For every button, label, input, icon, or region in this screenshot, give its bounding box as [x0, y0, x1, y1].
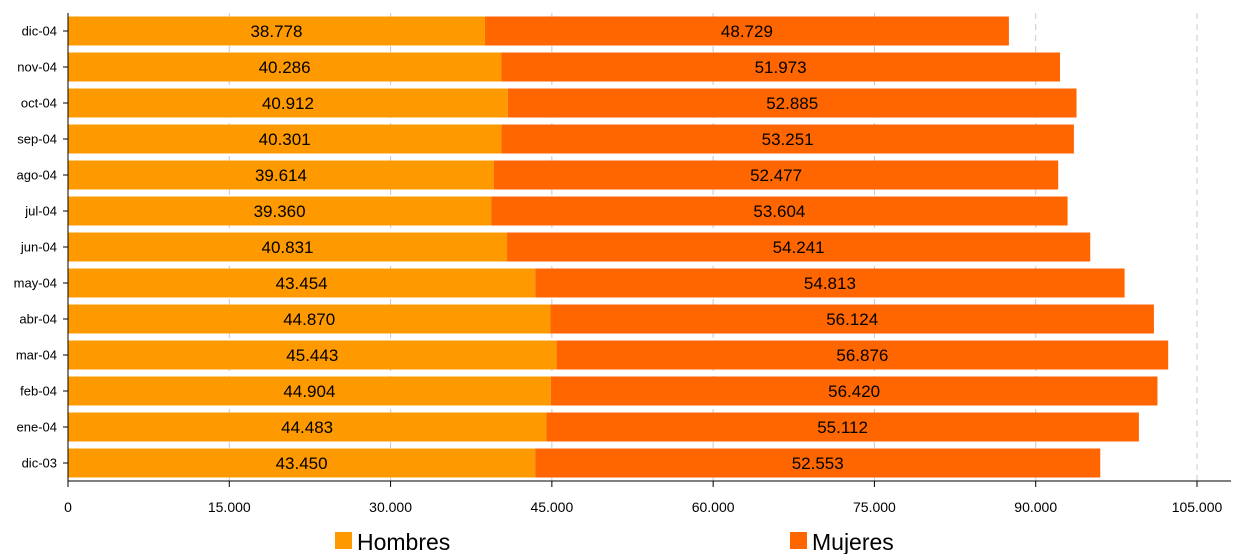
category-label: nov-04: [17, 60, 57, 75]
bar-hombres-dic-04: [68, 16, 485, 46]
bar-mujeres-oct-04: [507, 88, 1077, 118]
data-label: 38.778: [250, 22, 302, 41]
bar-hombres-oct-04: [68, 88, 508, 118]
bar-hombres-jun-04: [68, 232, 508, 262]
data-label: 40.912: [262, 94, 314, 113]
data-label: 40.301: [259, 130, 311, 149]
bar-mujeres-ago-04: [493, 160, 1059, 190]
data-label: 52.885: [766, 94, 818, 113]
data-label: 43.450: [276, 454, 328, 473]
bar-mujeres-nov-04: [501, 52, 1061, 82]
x-tick-label: 45.000: [530, 499, 573, 515]
legend-swatch-mujeres: [790, 532, 807, 549]
bar-hombres-ago-04: [68, 160, 494, 190]
bar-mujeres-abr-04: [550, 304, 1154, 334]
bar-mujeres-jun-04: [507, 232, 1091, 262]
x-tick-label: 15.000: [208, 499, 251, 515]
category-label: oct-04: [21, 96, 57, 111]
data-label: 54.241: [773, 238, 825, 257]
legend-label-mujeres: Mujeres: [812, 529, 894, 554]
x-tick-label: 90.000: [1014, 499, 1057, 515]
bar-hombres-jul-04: [68, 196, 492, 226]
data-label: 52.477: [750, 166, 802, 185]
data-label: 39.614: [255, 166, 307, 185]
bar-mujeres-sep-04: [501, 124, 1074, 154]
data-label: 44.870: [283, 310, 335, 329]
data-label: 40.831: [262, 238, 314, 257]
bar-hombres-feb-04: [68, 376, 551, 406]
data-label: 44.483: [281, 418, 333, 437]
bar-hombres-dic-03: [68, 448, 536, 478]
data-label: 55.112: [817, 418, 868, 437]
category-label: ago-04: [17, 168, 57, 183]
x-tick-label: 60.000: [692, 499, 735, 515]
category-label: dic-04: [22, 24, 57, 39]
x-tick-label: 75.000: [853, 499, 896, 515]
bar-mujeres-may-04: [535, 268, 1125, 298]
data-label: 39.360: [254, 202, 306, 221]
data-label: 56.420: [828, 382, 880, 401]
bar-hombres-abr-04: [68, 304, 551, 334]
data-label: 52.553: [792, 454, 844, 473]
category-label: sep-04: [17, 132, 57, 147]
bar-mujeres-feb-04: [550, 376, 1158, 406]
legend-swatch-hombres: [335, 532, 352, 549]
data-label: 45.443: [286, 346, 338, 365]
bar-mujeres-ene-04: [546, 412, 1139, 442]
data-label: 54.813: [804, 274, 856, 293]
category-label: jun-04: [20, 240, 57, 255]
bar-mujeres-jul-04: [491, 196, 1068, 226]
data-label: 51.973: [755, 58, 807, 77]
category-label: abr-04: [19, 312, 57, 327]
category-label: mar-04: [16, 348, 57, 363]
data-label: 43.454: [276, 274, 328, 293]
category-label: may-04: [14, 276, 57, 291]
data-label: 56.876: [836, 346, 888, 365]
bar-mujeres-mar-04: [556, 340, 1169, 370]
x-tick-label: 0: [64, 499, 72, 515]
category-label: dic-03: [22, 456, 57, 471]
bar-hombres-mar-04: [68, 340, 557, 370]
legend-label-hombres: Hombres: [357, 529, 450, 554]
category-label: feb-04: [20, 384, 57, 399]
data-label: 53.251: [762, 130, 814, 149]
bar-hombres-sep-04: [68, 124, 502, 154]
bar-hombres-may-04: [68, 268, 536, 298]
x-tick-label: 105.000: [1172, 499, 1223, 515]
data-label: 53.604: [753, 202, 805, 221]
bar-hombres-nov-04: [68, 52, 502, 82]
bar-mujeres-dic-03: [535, 448, 1101, 478]
bar-mujeres-dic-04: [484, 16, 1009, 46]
category-label: ene-04: [17, 420, 57, 435]
category-label: jul-04: [24, 204, 57, 219]
data-label: 56.124: [826, 310, 878, 329]
data-label: 44.904: [283, 382, 335, 401]
bar-hombres-ene-04: [68, 412, 547, 442]
data-label: 48.729: [721, 22, 773, 41]
data-label: 40.286: [259, 58, 311, 77]
x-tick-label: 30.000: [369, 499, 412, 515]
